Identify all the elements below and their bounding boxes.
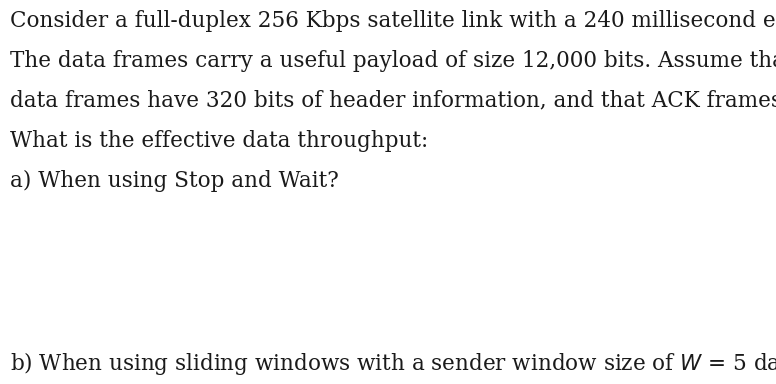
- Text: The data frames carry a useful payload of size 12,000 bits. Assume that both ACK: The data frames carry a useful payload o…: [10, 50, 776, 72]
- Text: a) When using Stop and Wait?: a) When using Stop and Wait?: [10, 170, 339, 192]
- Text: data frames have 320 bits of header information, and that ACK frames carry no da: data frames have 320 bits of header info…: [10, 90, 776, 112]
- Text: What is the effective data throughput:: What is the effective data throughput:: [10, 130, 428, 152]
- Text: Consider a full-duplex 256 Kbps satellite link with a 240 millisecond end-to-end: Consider a full-duplex 256 Kbps satellit…: [10, 10, 776, 32]
- Text: b) When using sliding windows with a sender window size of $\mathit{W}$ = 5 data: b) When using sliding windows with a sen…: [10, 350, 776, 377]
